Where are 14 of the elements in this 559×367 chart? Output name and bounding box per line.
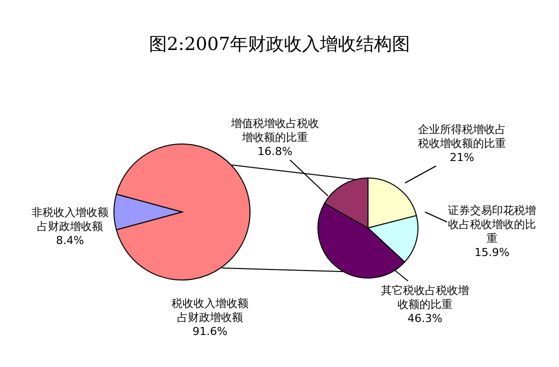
slice-label: 非税收入增收额占财政增收额 — [32, 206, 108, 233]
slice-label: 其它税收占税收增收额的比重 — [381, 284, 469, 311]
chart-title: 图2:2007年财政收入增收结构图 — [148, 33, 412, 56]
slice-label: 增值税增收占税收增收额的比重 — [230, 117, 319, 144]
data-label: 21% — [450, 151, 474, 164]
slice-label: 企业所得税增收占税收增收额的比重 — [418, 123, 506, 150]
slice-label: 税收收入增收额占财政增收额 — [172, 297, 248, 324]
pie-slice — [116, 144, 250, 280]
data-label: 91.6% — [192, 325, 228, 338]
data-label: 15.9% — [474, 246, 510, 259]
data-label: 16.8% — [258, 145, 292, 158]
data-label: 8.4% — [56, 234, 84, 247]
data-label: 46.3% — [408, 312, 442, 325]
slice-label: 证券交易印花税增收占税收增收的比重 — [448, 204, 536, 245]
